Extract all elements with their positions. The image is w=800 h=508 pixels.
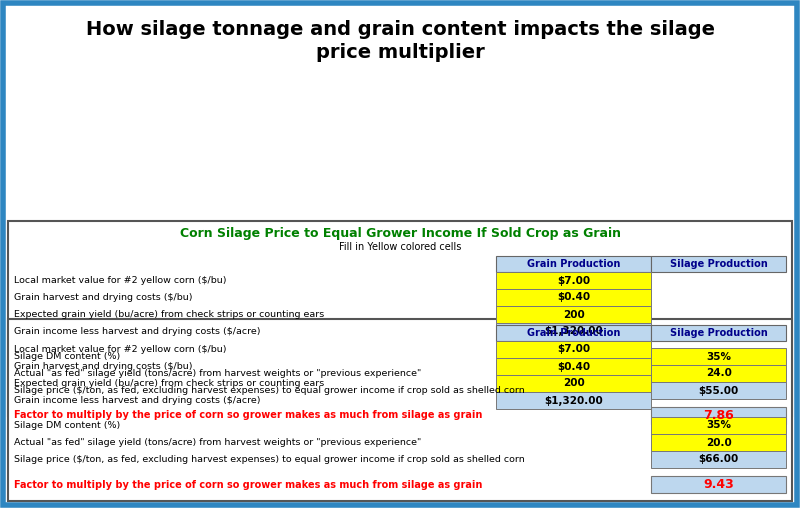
Text: 9.43: 9.43 [703, 478, 734, 491]
Bar [496, 325, 651, 341]
Text: Expected grain yield (bu/acre) from check strips or counting ears: Expected grain yield (bu/acre) from chec… [14, 379, 324, 388]
Bar [496, 272, 651, 289]
Bar [496, 341, 651, 358]
Text: Grain income less harvest and drying costs ($/acre): Grain income less harvest and drying cos… [14, 327, 261, 336]
Text: $1,320.00: $1,320.00 [544, 396, 603, 405]
Text: Silage Production: Silage Production [670, 328, 767, 338]
Text: $0.40: $0.40 [557, 362, 590, 371]
Text: $7.00: $7.00 [557, 275, 590, 285]
Bar [651, 365, 786, 382]
Text: Silage price ($/ton, as fed, excluding harvest expenses) to equal grower income : Silage price ($/ton, as fed, excluding h… [14, 455, 525, 464]
Text: Fill in Yellow colored cells: Fill in Yellow colored cells [339, 242, 461, 252]
Text: Grain income less harvest and drying costs ($/acre): Grain income less harvest and drying cos… [14, 396, 261, 405]
Bar [651, 476, 786, 493]
Text: Factor to multiply by the price of corn so grower makes as much from silage as g: Factor to multiply by the price of corn … [14, 410, 482, 421]
Bar [496, 392, 651, 409]
Text: Silage DM content (%): Silage DM content (%) [14, 352, 120, 361]
Bar [8, 319, 792, 501]
Bar [496, 323, 651, 340]
Text: Silage price ($/ton, as fed, excluding harvest expenses) to equal grower income : Silage price ($/ton, as fed, excluding h… [14, 386, 525, 395]
Text: 200: 200 [562, 378, 585, 389]
Text: $1,320.00: $1,320.00 [544, 327, 603, 336]
Text: Silage Production: Silage Production [670, 259, 767, 269]
Text: Actual "as fed" silage yield (tons/acre) from harvest weights or "previous exper: Actual "as fed" silage yield (tons/acre)… [14, 438, 422, 447]
Bar [8, 221, 792, 416]
Bar [651, 348, 786, 365]
Text: 20.0: 20.0 [706, 437, 731, 448]
Text: 200: 200 [562, 309, 585, 320]
Text: Corn Silage Price to Equal Grower Income If Sold Crop as Grain: Corn Silage Price to Equal Grower Income… [179, 227, 621, 240]
Text: $7.00: $7.00 [557, 344, 590, 355]
Bar [651, 451, 786, 468]
Text: Grain harvest and drying costs ($/bu): Grain harvest and drying costs ($/bu) [14, 362, 193, 371]
Text: Actual "as fed" silage yield (tons/acre) from harvest weights or "previous exper: Actual "as fed" silage yield (tons/acre)… [14, 369, 422, 378]
Text: 35%: 35% [706, 352, 731, 362]
Text: Local market value for #2 yellow corn ($/bu): Local market value for #2 yellow corn ($… [14, 276, 226, 285]
Text: Local market value for #2 yellow corn ($/bu): Local market value for #2 yellow corn ($… [14, 345, 226, 354]
Text: Grain harvest and drying costs ($/bu): Grain harvest and drying costs ($/bu) [14, 293, 193, 302]
Text: 35%: 35% [706, 421, 731, 430]
Bar [496, 256, 651, 272]
Text: How silage tonnage and grain content impacts the silage
price multiplier: How silage tonnage and grain content imp… [86, 20, 714, 62]
Text: Silage DM content (%): Silage DM content (%) [14, 421, 120, 430]
Text: 7.86: 7.86 [703, 409, 734, 422]
Bar [651, 382, 786, 399]
Bar [651, 417, 786, 434]
Text: Grain Production: Grain Production [527, 328, 620, 338]
Text: $0.40: $0.40 [557, 293, 590, 302]
Bar [496, 375, 651, 392]
Bar [496, 289, 651, 306]
Text: $55.00: $55.00 [698, 386, 738, 396]
Text: $66.00: $66.00 [698, 455, 738, 464]
Text: Expected grain yield (bu/acre) from check strips or counting ears: Expected grain yield (bu/acre) from chec… [14, 310, 324, 319]
Text: 24.0: 24.0 [706, 368, 731, 378]
Bar [496, 306, 651, 323]
Text: Grain Production: Grain Production [527, 259, 620, 269]
Bar [651, 325, 786, 341]
Bar [496, 358, 651, 375]
Bar [651, 407, 786, 424]
Bar [651, 434, 786, 451]
Bar [651, 256, 786, 272]
Text: Factor to multiply by the price of corn so grower makes as much from silage as g: Factor to multiply by the price of corn … [14, 480, 482, 490]
